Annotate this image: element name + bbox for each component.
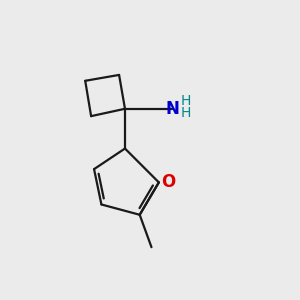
Text: O: O bbox=[161, 172, 176, 190]
Text: H: H bbox=[181, 106, 191, 120]
Text: N: N bbox=[165, 100, 179, 118]
Text: H: H bbox=[180, 94, 190, 108]
